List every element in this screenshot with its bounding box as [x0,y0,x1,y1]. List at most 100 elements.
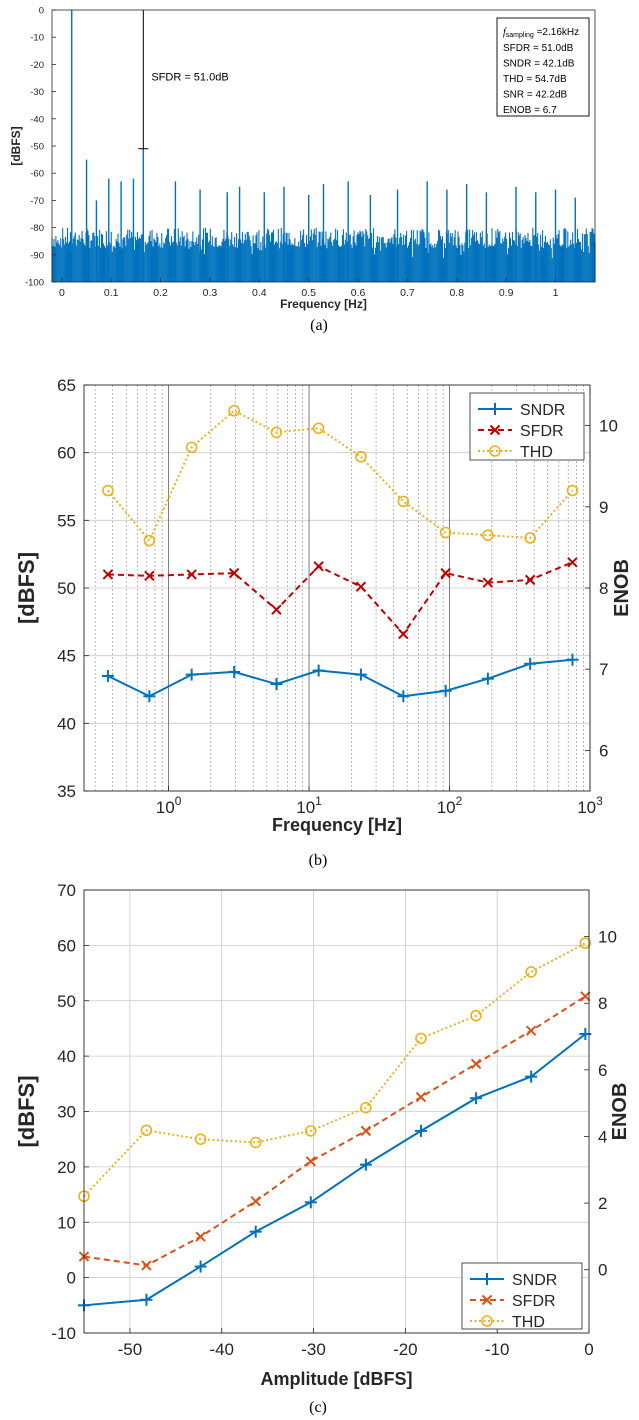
sfdr-annotation: SFDR = 51.0dB [151,72,228,84]
panel-b-xtick-exponent: 1 [315,794,322,808]
panel-a-xtick-label: 0.3 [203,287,218,299]
panel-b-xtick-exponent: 3 [596,794,603,808]
panel-c-ytick-label: 10 [57,1213,76,1232]
panel-b-y2tick-label: 6 [599,741,608,760]
panel-b-xtick-label: 103 [577,794,603,817]
panel-c-xtick-label: -30 [301,1340,326,1359]
panel-b-sfdr-point [228,567,240,579]
panel-b-thd-point-ring [143,534,156,547]
panel-c-sfdr-point [415,1091,427,1103]
panel-b-sndr-point [354,668,367,681]
panel-c-sfdr-point [525,1025,537,1036]
panel-b-sfdr-point-d2 [102,569,114,580]
panel-b-sndr-point [439,684,452,697]
panel-b-y2tick-label: 7 [599,660,608,679]
panel-c-thd-point [249,1136,262,1149]
panel-b-sfdr-point [567,557,578,568]
panel-b-ytick-label: 40 [57,714,76,733]
panel-b-y2tick-label: 9 [599,498,608,517]
panel-b-thd-point-ring [397,495,410,508]
panel-b-sfdr-point-d2 [524,574,536,586]
panel-a-xtick-label: 0.5 [301,287,316,299]
panel-c-ytick-label: 0 [67,1269,76,1288]
panel-b-sndr-point [185,668,198,681]
info-line: SFDR = 51.0dB [503,43,574,54]
panel-b-xtick-base: 10 [296,798,315,817]
panel-b-sfdr-point [398,628,409,640]
panel-c-thd-point-ring [415,1032,427,1045]
panel-b-sfdr-point-d2 [313,561,324,572]
panel-b-thd-point-ring [228,404,240,417]
panel-a-noise-floor [51,227,596,282]
info-line: SNDR = 42.1dB [503,59,575,70]
panel-c-thd-point-ring [194,1133,207,1145]
panel-b-thd-point-ring [270,426,283,439]
panel-b-thd-point-ring [102,484,114,497]
panel-b-thd-point-ring [524,532,536,544]
panel-b-sndr-point [228,665,241,678]
panel-b-sfdr-point [482,577,494,588]
panel-b-sndr-point [270,678,283,691]
panel-c-ytick-label: 30 [57,1103,76,1122]
panel-c-y2tick-label: 10 [598,928,617,947]
info-line: ENOB = 6.7 [503,105,557,116]
panel-c-legend-box [461,1262,583,1330]
panel-b-xtick-label: 100 [156,794,182,817]
panel-c-sfdr-point-d2 [195,1231,206,1242]
panel-a-ytick-label: -70 [30,196,44,207]
panel-b-sfdr-point-d2 [144,570,155,582]
panel-b-thd-point [482,529,494,542]
info-fsampling-subscript: sampling [506,32,534,39]
panel-a-xtick-label: 1 [553,287,559,299]
panel-c-thd-point-ring [360,1101,372,1114]
panel-b-ylabel: [dBFS] [14,552,39,624]
panel-b-thd-point [102,484,114,497]
panel-c-sndr-point [249,1225,262,1238]
info-box [496,17,590,117]
panel-c-sndr-point [359,1158,372,1171]
panel-b-xtick-label: 102 [437,794,463,817]
panel-c-sndr-point [470,1092,483,1105]
panel-b-sfdr-point-d2 [355,581,367,592]
panel-c-legend-marker-sfdr-d2 [481,1294,493,1306]
panel-c-thd-point [140,1124,153,1137]
panel-c-sfdr-point-d2 [525,1025,537,1036]
panel-b-ytick-label: 50 [57,579,76,598]
panel-b-legend-marker-sndr [489,403,501,415]
panel-a-xtick-label: 0 [59,287,65,299]
panel-c-sfdr-point-d2 [580,991,591,1002]
panel-b-series-thd-line [107,409,574,543]
panel-c-thd-point-ring [304,1125,317,1137]
panel-b-sfdr-point [271,604,282,615]
panel-c-thd-point [470,1009,482,1022]
panel-a-ytick-label: -80 [30,223,44,234]
panel-c-thd-point [579,937,592,949]
panel-b-legend-label-thd: THD [520,444,553,461]
panel-c-sfdr-point [360,1125,372,1137]
panel-b-sndr-point [524,657,537,670]
panel-c-sndr-point [525,1070,538,1083]
panel-b-thd-point [355,450,367,463]
panel-b-y2tick-label: 10 [599,417,618,436]
panel-b-sfdr-point [144,570,155,582]
panel-b-sndr-point [481,672,494,685]
panel-b-thd-point [143,534,156,547]
panel-c-sfdr-point-d2 [250,1196,261,1207]
panel-b-sfdr-point-d2 [228,567,240,579]
panel-c-ytick-label: 60 [57,936,76,955]
panel-a-xtick-label: 0.8 [449,287,464,299]
panel-c-thd-point [194,1133,207,1145]
panel-b-legend-label-sfdr: SFDR [520,423,564,440]
panel-c-sfdr-point-d2 [305,1156,316,1167]
panel-c-legend-label-sfdr: SFDR [512,1293,556,1310]
caption-a: (a) [310,317,328,334]
panel-c-y2label: ENOB [609,1083,631,1141]
panel-b-ytick-label: 45 [57,647,76,666]
panel-c-sfdr-point-d2 [415,1091,427,1103]
panel-a-xtick-label: 0.2 [153,287,168,299]
panel-b-sfdr-point [524,574,536,586]
panel-b-thd-point-ring [312,422,325,435]
panel-a-ytick-label: -90 [30,250,44,261]
panel-b-thd-point-ring [355,450,367,463]
panel-c-ylabel: [dBFS] [14,1075,39,1147]
